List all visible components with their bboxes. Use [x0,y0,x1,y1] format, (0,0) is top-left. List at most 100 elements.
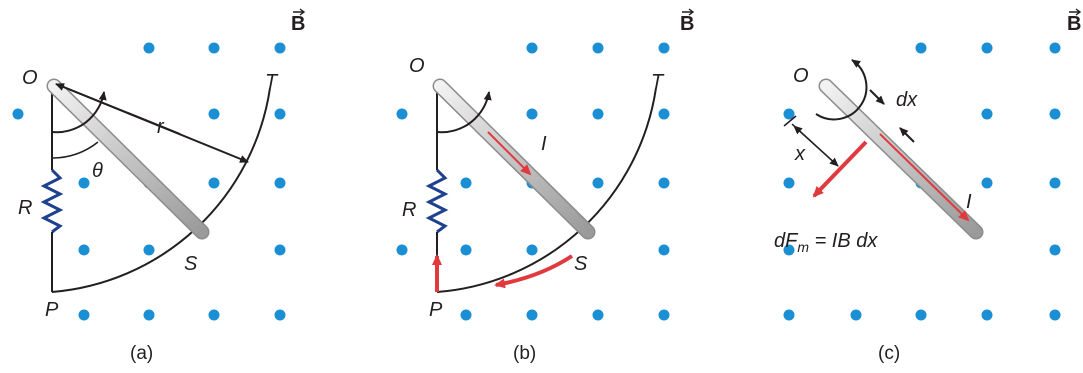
field-dot [143,244,155,256]
field-dot [592,108,604,120]
label-current: I [966,191,972,213]
field-dot [658,177,670,189]
rotation-arrow-icon [51,91,107,134]
label-o: O [22,67,38,89]
field-vector-arrow-icon [682,8,695,16]
field-dot [78,309,90,321]
radius-arrow-back [55,83,181,135]
field-dot [1049,244,1061,256]
field-dot [592,42,604,54]
metal-rod [48,80,208,238]
label-s: S [574,253,588,275]
label-s: S [184,253,198,275]
field-dot [1049,177,1061,189]
label-r: r [157,116,165,138]
field-dot [658,42,670,54]
caption-a: (a) [130,343,153,364]
dx-arrow-out [899,127,915,143]
field-dot [526,108,538,120]
field-dot [274,177,286,189]
field-dot [658,108,670,120]
field-dot [981,108,993,120]
force-subscript: m [797,239,809,255]
theta-arc [51,141,99,159]
field-dot [78,244,90,256]
panel-b: B O T I R S P (b) [402,8,695,364]
label-current: I [541,133,547,155]
field-dot [783,177,795,189]
label-o: O [793,65,809,87]
force-arrow [812,140,868,198]
field-label-b: B [1067,13,1081,35]
current-arrow-rod [487,131,532,176]
field-dot [143,309,155,321]
x-dimension-arrow-back [793,125,839,167]
resistor-zigzag [425,168,449,234]
field-dot [274,108,286,120]
field-dot [208,309,220,321]
field-dot [78,177,90,189]
field-dot [1049,42,1061,54]
field-dot [526,42,538,54]
field-dot [143,42,155,54]
label-t: T [651,71,665,93]
field-dot [208,42,220,54]
field-dot [981,177,993,189]
field-dot [274,309,286,321]
field-dot [460,309,472,321]
field-dot [783,244,795,256]
field-dot [460,177,472,189]
rotation-arrow-icon [436,91,492,134]
field-dot [783,309,795,321]
field-dot [208,177,220,189]
field-dot [274,42,286,54]
field-dot [526,309,538,321]
label-theta: θ [92,160,103,182]
current-arrow-rod [879,133,970,222]
caption-b: (b) [513,343,536,364]
label-resistor: R [18,197,32,219]
field-dot [592,177,604,189]
label-o: O [409,55,425,77]
field-dot [915,309,927,321]
field-dot [658,244,670,256]
field-vector-arrow-icon [293,8,306,16]
resistor-zigzag [40,168,64,234]
field-dot [658,309,670,321]
field-dot [915,42,927,54]
panel-a: B O T r θ R S P (a) [18,8,306,364]
field-vector-arrow-icon [1069,8,1082,16]
field-dot [783,108,795,120]
field-dot [981,309,993,321]
field-dot [460,244,472,256]
field-dot [526,244,538,256]
field-dot [1049,108,1061,120]
label-resistor: R [402,199,416,221]
field-dot [981,42,993,54]
x-tick [783,115,797,127]
caption-c: (c) [878,343,900,364]
field-dot [208,108,220,120]
field-dot [12,108,24,120]
field-dot [274,244,286,256]
label-x: x [794,143,806,165]
field-dot [592,309,604,321]
field-label-b: B [291,13,305,35]
force-symbol: dF [774,230,799,252]
field-dot [1049,309,1061,321]
field-dot [850,309,862,321]
label-t: T [265,71,279,93]
dx-arrow-in [869,89,885,105]
label-dx: dx [896,89,918,111]
field-dot [396,108,408,120]
field-label-b: B [680,13,694,35]
current-arrow-rail [494,254,574,289]
label-p: P [45,299,59,321]
force-equation: dFm = IB dx [774,230,878,255]
panel-c: B O dx x I dFm = IB dx (c) [774,8,1082,364]
rotation-arrow-icon [815,59,868,121]
field-dot [396,244,408,256]
label-p: P [429,299,443,321]
